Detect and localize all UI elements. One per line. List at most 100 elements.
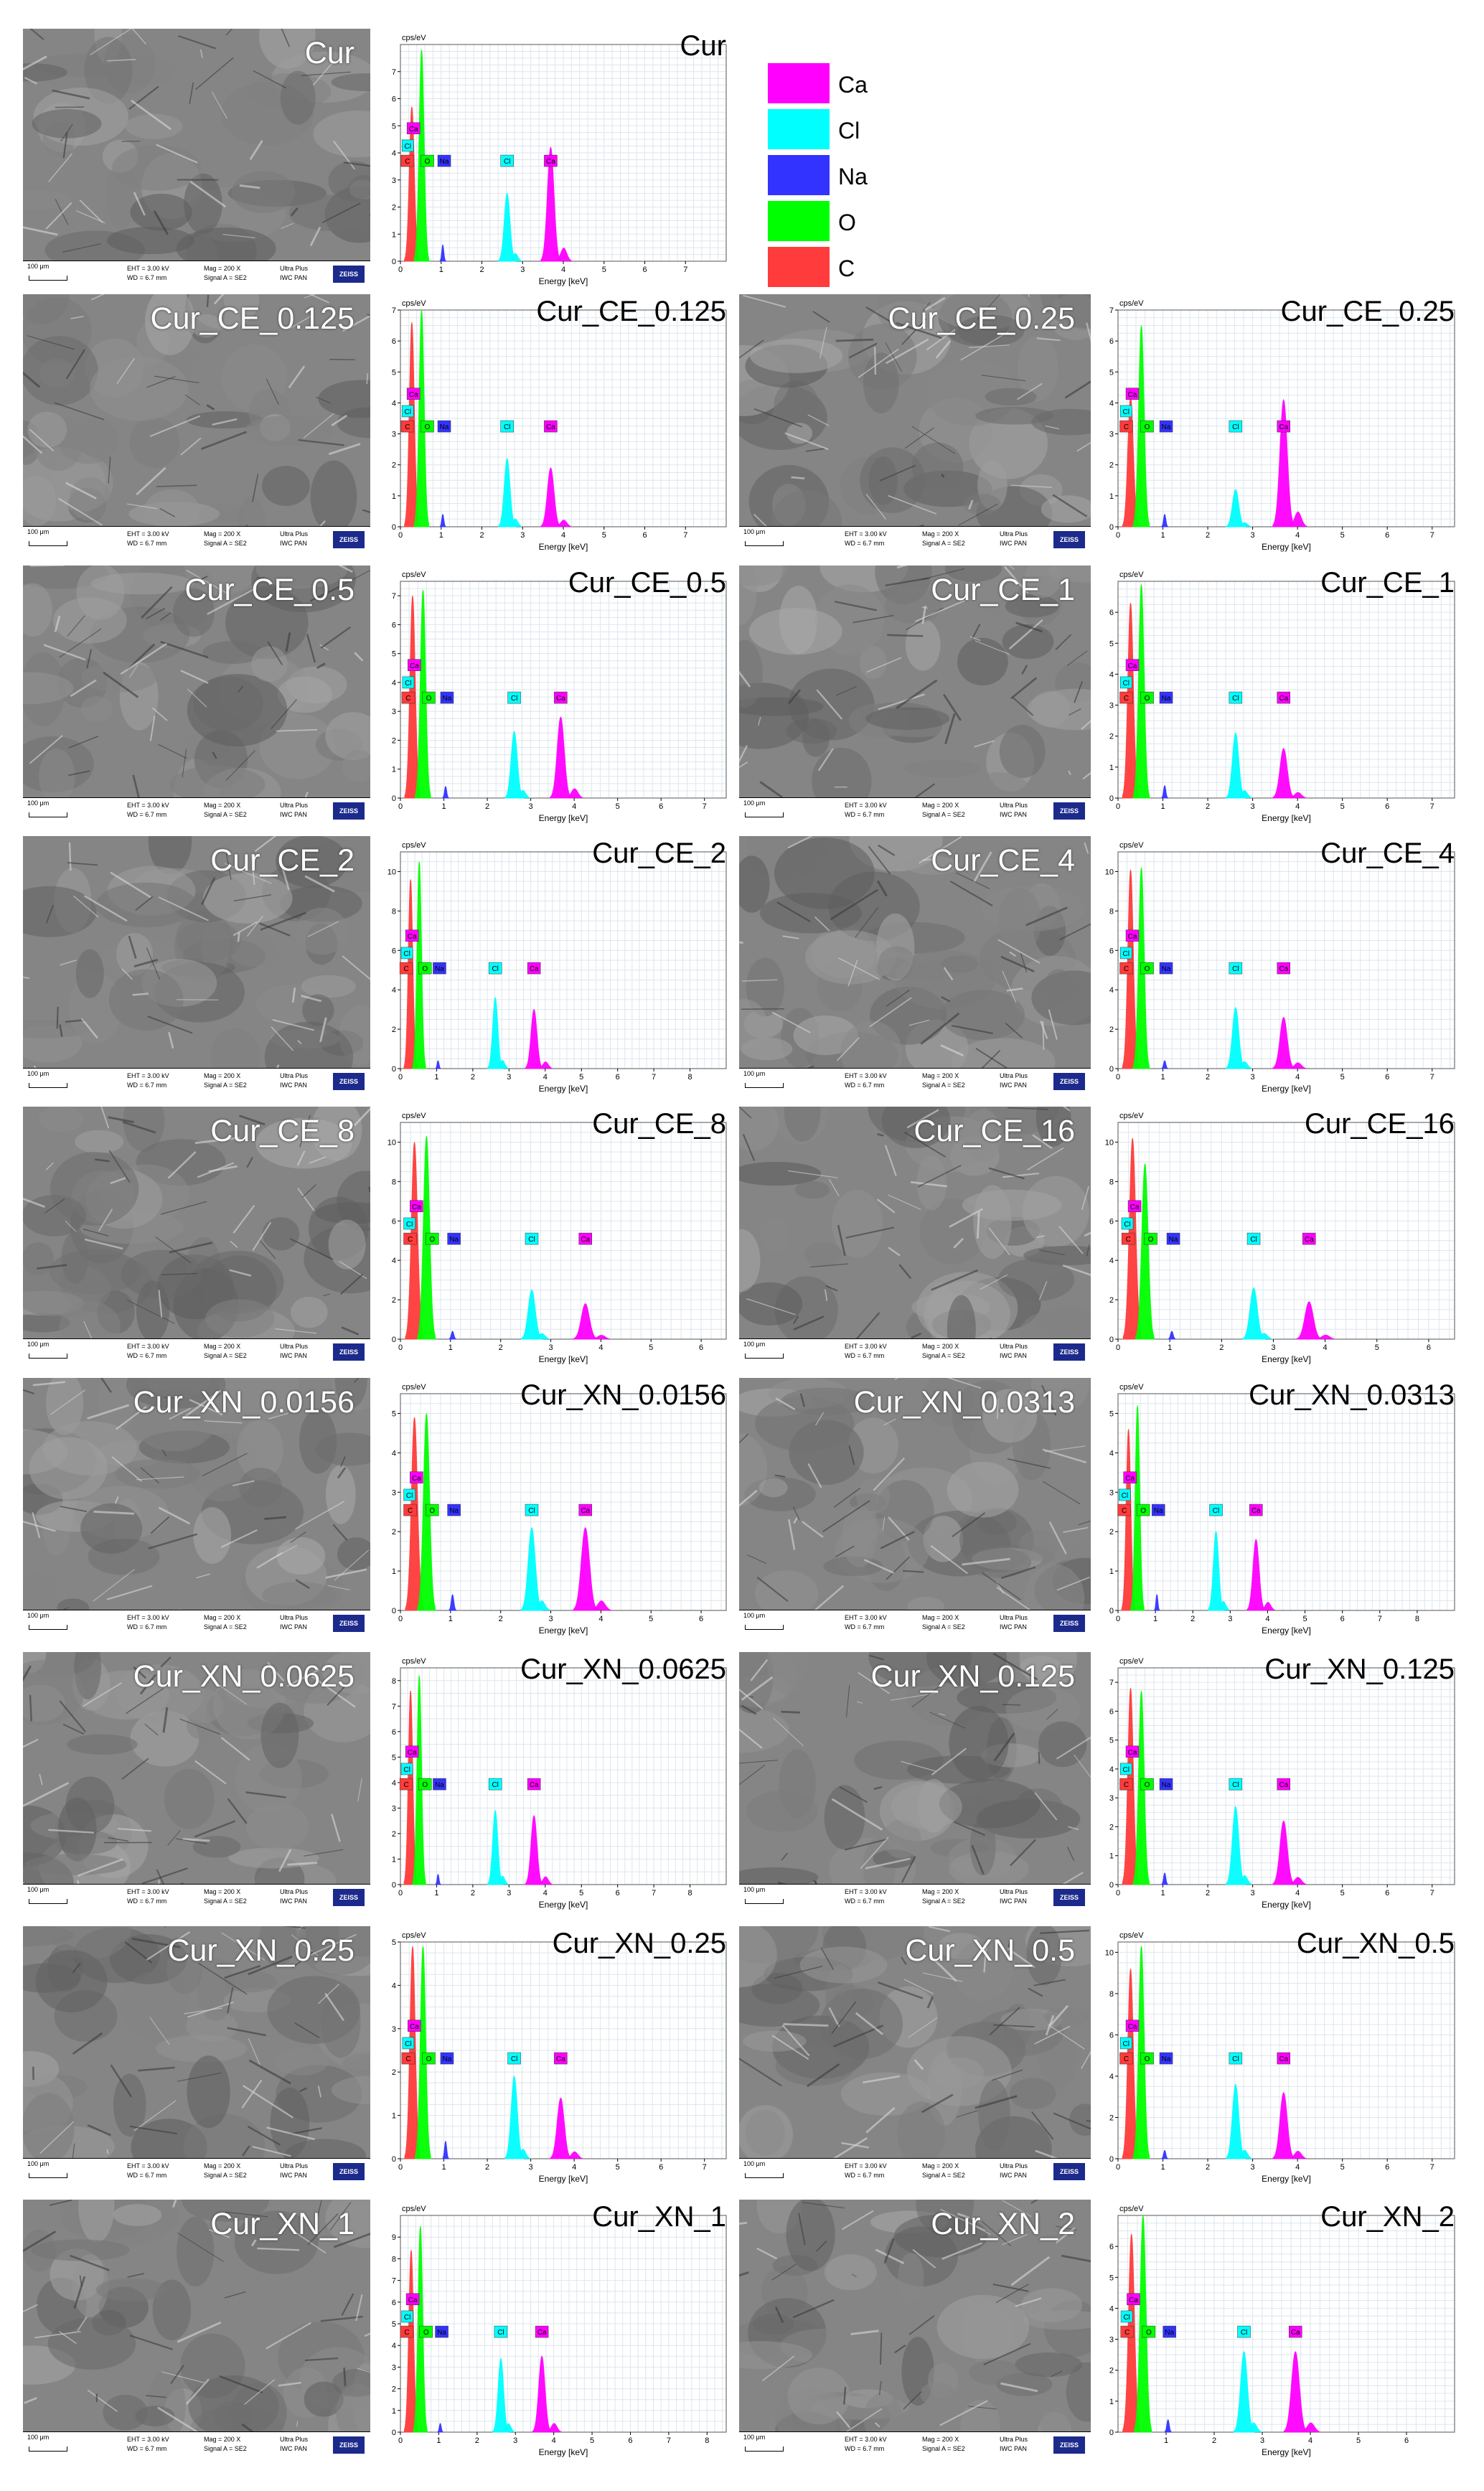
y-tick-label: 2	[392, 2386, 396, 2394]
svg-text:Ca: Ca	[410, 662, 419, 670]
legend-label: Ca	[838, 72, 868, 98]
svg-text:Cl: Cl	[528, 1236, 535, 1244]
y-tick-label: 0	[392, 1607, 396, 1615]
y-tick-label: 2	[1109, 1296, 1114, 1305]
svg-text:Na: Na	[1154, 1507, 1163, 1515]
peak-cl-kbeta	[507, 253, 524, 261]
x-tick-label: 0	[398, 1073, 403, 1082]
x-axis-label: Energy [keV]	[539, 1900, 588, 1910]
x-tick-label: 1	[1153, 1615, 1157, 1623]
scale-bar	[745, 812, 784, 817]
y-unit-label: cps/eV	[1119, 841, 1144, 850]
peak-label-na: Na	[433, 1778, 446, 1791]
peak-label-ca-l: Ca	[410, 1471, 423, 1484]
eds-spectrum: cps/eV 0 1 2 3 4 5 6 7 0 2 4 6 8 10 Energy [keV] C O Na Cl C…	[1098, 836, 1460, 1094]
svg-text:Ca: Ca	[537, 2329, 547, 2337]
eds-spectrum: cps/eV 0 1 2 3 4 5 6 7 8 0 1 2 3 4 5 6 7 8 9 Energy [keV] C O N…	[380, 2200, 732, 2458]
svg-text:Na: Na	[440, 423, 449, 431]
y-unit-label: cps/eV	[1119, 1931, 1144, 1940]
spectrum-title: Cur_XN_0.125	[1264, 1653, 1455, 1685]
peak-na	[448, 1331, 457, 1340]
sem-micrograph: Cur_XN_0.5 100 μm EHT = 3.00 kV WD = 6.7 mm…	[739, 1926, 1091, 2185]
y-tick-label: 2	[1109, 1823, 1114, 1831]
spectrum-plot: cps/eV 0 1 2 3 4 5 6 0 1 2 3 4 5 Energy [keV] C O Na Cl Ca C…	[392, 1383, 727, 1636]
sem-texture	[739, 1107, 1091, 1339]
y-tick-label: 4	[392, 149, 396, 158]
x-tick-label: 7	[1430, 531, 1434, 540]
peak-label-na: Na	[1163, 2325, 1176, 2338]
peak-ca	[532, 2355, 552, 2433]
sem-instrument: Ultra Plus IWC PAN	[280, 1072, 309, 1089]
x-tick-label: 3	[1228, 1615, 1232, 1623]
peak-label-o: O	[1140, 691, 1154, 704]
peak-label-ca: Ca	[1302, 1232, 1316, 1245]
svg-text:C: C	[404, 2329, 409, 2337]
x-tick-label: 0	[1116, 531, 1120, 540]
y-tick-label: 5	[392, 368, 396, 377]
svg-text:O: O	[1146, 2329, 1152, 2337]
x-tick-label: 8	[1415, 1615, 1419, 1623]
peak-cl	[1226, 489, 1246, 527]
peak-ca	[550, 716, 572, 799]
zeiss-logo: ZEISS	[333, 802, 365, 820]
peak-ca-kbeta	[564, 788, 586, 798]
peak-label-na: Na	[1159, 2052, 1173, 2065]
peak-ca-kbeta	[537, 1061, 555, 1069]
eds-spectrum: cps/eV 0 1 2 3 4 5 6 7 0 1 2 3 4 5 Energy [keV] C O Na Cl Ca…	[380, 1926, 732, 2185]
x-tick-label: 1	[1160, 1889, 1165, 1897]
peak-label-o: O	[426, 1232, 439, 1245]
peak-label-cl: Cl	[488, 1778, 502, 1791]
x-tick-label: 5	[616, 802, 620, 811]
svg-text:Ca: Ca	[1128, 2023, 1137, 2031]
scale-bar	[29, 1625, 67, 1630]
x-tick-label: 4	[1295, 802, 1300, 811]
x-tick-label: 4	[552, 2436, 556, 2445]
x-tick-label: 4	[543, 1889, 548, 1897]
svg-text:C: C	[405, 2055, 410, 2063]
y-tick-label: 8	[392, 2255, 396, 2264]
sem-eht-wd: EHT = 3.00 kV WD = 6.7 mm	[845, 1888, 887, 1905]
y-tick-label: 2	[392, 1528, 396, 1537]
y-tick-label: 4	[1109, 2304, 1114, 2313]
peak-label-na: Na	[1159, 691, 1173, 704]
x-tick-label: 7	[683, 266, 687, 274]
peak-cl	[1226, 732, 1246, 799]
x-axis-label: Energy [keV]	[1262, 1084, 1311, 1094]
peak-label-ca-l: Ca	[1125, 388, 1140, 400]
svg-text:Ca: Ca	[546, 423, 555, 431]
sem-instrument: Ultra Plus IWC PAN	[1000, 2162, 1028, 2179]
scale-bar-label: 100 μm	[27, 263, 50, 270]
peak-label-c: C	[401, 691, 415, 704]
svg-text:Cl: Cl	[511, 695, 517, 703]
peak-label-cl: Cl	[1229, 2052, 1243, 2065]
x-axis-label: Energy [keV]	[1262, 1354, 1311, 1364]
scale-bar-label: 100 μm	[27, 1070, 50, 1077]
svg-text:Na: Na	[1165, 2329, 1174, 2337]
sem-databar: 100 μm EHT = 3.00 kV WD = 6.7 mm Mag = 200 …	[739, 1884, 1091, 1910]
scale-bar	[745, 1625, 784, 1630]
sem-mag-signal: Mag = 200 X Signal A = SE2	[922, 802, 965, 818]
x-tick-label: 3	[1251, 802, 1255, 811]
y-tick-label: 8	[1109, 1990, 1114, 1999]
svg-text:C: C	[404, 965, 409, 973]
peak-na	[441, 2141, 449, 2159]
y-tick-label: 2	[392, 204, 396, 212]
svg-text:Cl: Cl	[405, 2040, 411, 2048]
spectrum-title: Cur	[680, 30, 726, 62]
spectrum-title: Cur_XN_0.25	[552, 1928, 726, 1959]
svg-text:Ca: Ca	[546, 158, 555, 166]
zeiss-logo: ZEISS	[1053, 1343, 1085, 1361]
y-tick-label: 0	[392, 1065, 396, 1074]
sem-databar: 100 μm EHT = 3.00 kV WD = 6.7 mm Mag = 200 …	[739, 1610, 1091, 1636]
x-tick-label: 5	[616, 2163, 620, 2172]
scale-bar-label: 100 μm	[743, 799, 766, 807]
peak-na	[435, 1060, 441, 1069]
svg-text:O: O	[423, 2329, 429, 2337]
x-tick-label: 0	[1116, 1889, 1120, 1897]
peak-cl-kbeta	[1253, 1333, 1275, 1339]
scale-bar-label: 100 μm	[27, 528, 50, 535]
y-tick-label: 7	[392, 1702, 396, 1711]
y-tick-label: 5	[1109, 639, 1114, 648]
y-tick-label: 6	[392, 621, 396, 629]
eds-spectrum: cps/eV 1 2 3 4 5 6 0 1 2 3 4 5 6 Energy [keV] C O Na Cl Ca C…	[1098, 2200, 1460, 2458]
